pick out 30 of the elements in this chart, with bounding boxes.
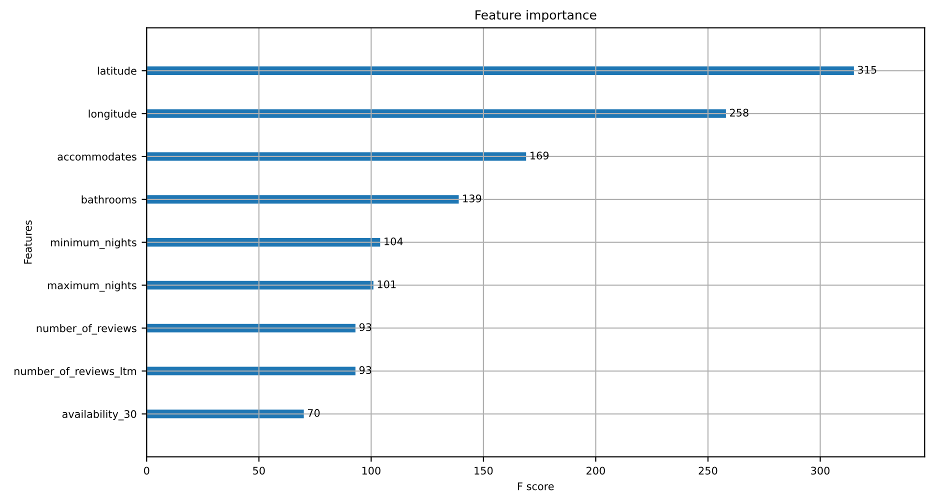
bar (146, 366, 356, 376)
x-tick-label: 100 (362, 466, 380, 475)
x-tick-label: 300 (811, 466, 830, 475)
chart-title: Feature importance (476, 10, 596, 22)
data-label: 139 (463, 194, 482, 202)
x-tick-label: 200 (586, 466, 605, 475)
x-tick-label: 150 (474, 466, 493, 475)
data-label: 258 (730, 108, 748, 117)
y-tick-label: bathrooms (82, 195, 136, 204)
data-label: 104 (384, 237, 403, 246)
y-axis-title: Features (24, 220, 32, 264)
y-tick-label: latitude (98, 66, 136, 75)
y-tick-label: minimum_nights (51, 238, 136, 249)
y-tick-label: longitude (88, 110, 136, 120)
data-label: 169 (530, 152, 549, 160)
data-label: 315 (858, 66, 876, 74)
y-tick-label: maximum_nights (48, 281, 136, 292)
y-tick-label: number_of_reviews_ltm (14, 367, 136, 378)
x-tick-label: 50 (253, 466, 265, 475)
y-tick-label: number_of_reviews (36, 324, 136, 335)
x-tick-label: 250 (698, 466, 718, 475)
y-tick-label: availability_30 (62, 410, 136, 420)
data-label: 70 (308, 409, 320, 417)
data-label: 93 (359, 366, 372, 374)
x-axis-title: F score (518, 482, 554, 490)
x-tick-label: 0 (144, 466, 150, 475)
data-label: 101 (378, 280, 396, 288)
data-label: 93 (359, 323, 372, 332)
bar (146, 152, 526, 161)
y-tick-label: accommodates (58, 152, 136, 161)
